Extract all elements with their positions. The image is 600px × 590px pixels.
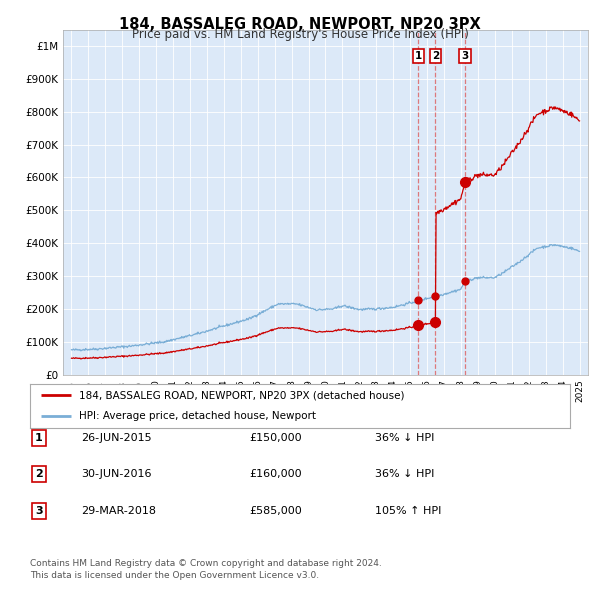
Text: £160,000: £160,000 (249, 470, 302, 479)
Text: 29-MAR-2018: 29-MAR-2018 (81, 506, 156, 516)
Text: 30-JUN-2016: 30-JUN-2016 (81, 470, 151, 479)
Text: 36% ↓ HPI: 36% ↓ HPI (375, 470, 434, 479)
Text: 36% ↓ HPI: 36% ↓ HPI (375, 433, 434, 442)
Text: 3: 3 (35, 506, 43, 516)
Text: 1: 1 (415, 51, 422, 61)
Text: 2: 2 (432, 51, 439, 61)
Text: This data is licensed under the Open Government Licence v3.0.: This data is licensed under the Open Gov… (30, 571, 319, 579)
Text: 1: 1 (35, 433, 43, 442)
Text: Price paid vs. HM Land Registry's House Price Index (HPI): Price paid vs. HM Land Registry's House … (131, 28, 469, 41)
Text: 2: 2 (35, 470, 43, 479)
Text: Contains HM Land Registry data © Crown copyright and database right 2024.: Contains HM Land Registry data © Crown c… (30, 559, 382, 568)
Text: 184, BASSALEG ROAD, NEWPORT, NP20 3PX (detached house): 184, BASSALEG ROAD, NEWPORT, NP20 3PX (d… (79, 391, 404, 401)
Text: 3: 3 (461, 51, 469, 61)
Text: HPI: Average price, detached house, Newport: HPI: Average price, detached house, Newp… (79, 411, 316, 421)
Text: £585,000: £585,000 (249, 506, 302, 516)
Text: 105% ↑ HPI: 105% ↑ HPI (375, 506, 442, 516)
Text: £150,000: £150,000 (249, 433, 302, 442)
Text: 184, BASSALEG ROAD, NEWPORT, NP20 3PX: 184, BASSALEG ROAD, NEWPORT, NP20 3PX (119, 17, 481, 31)
Text: 26-JUN-2015: 26-JUN-2015 (81, 433, 152, 442)
